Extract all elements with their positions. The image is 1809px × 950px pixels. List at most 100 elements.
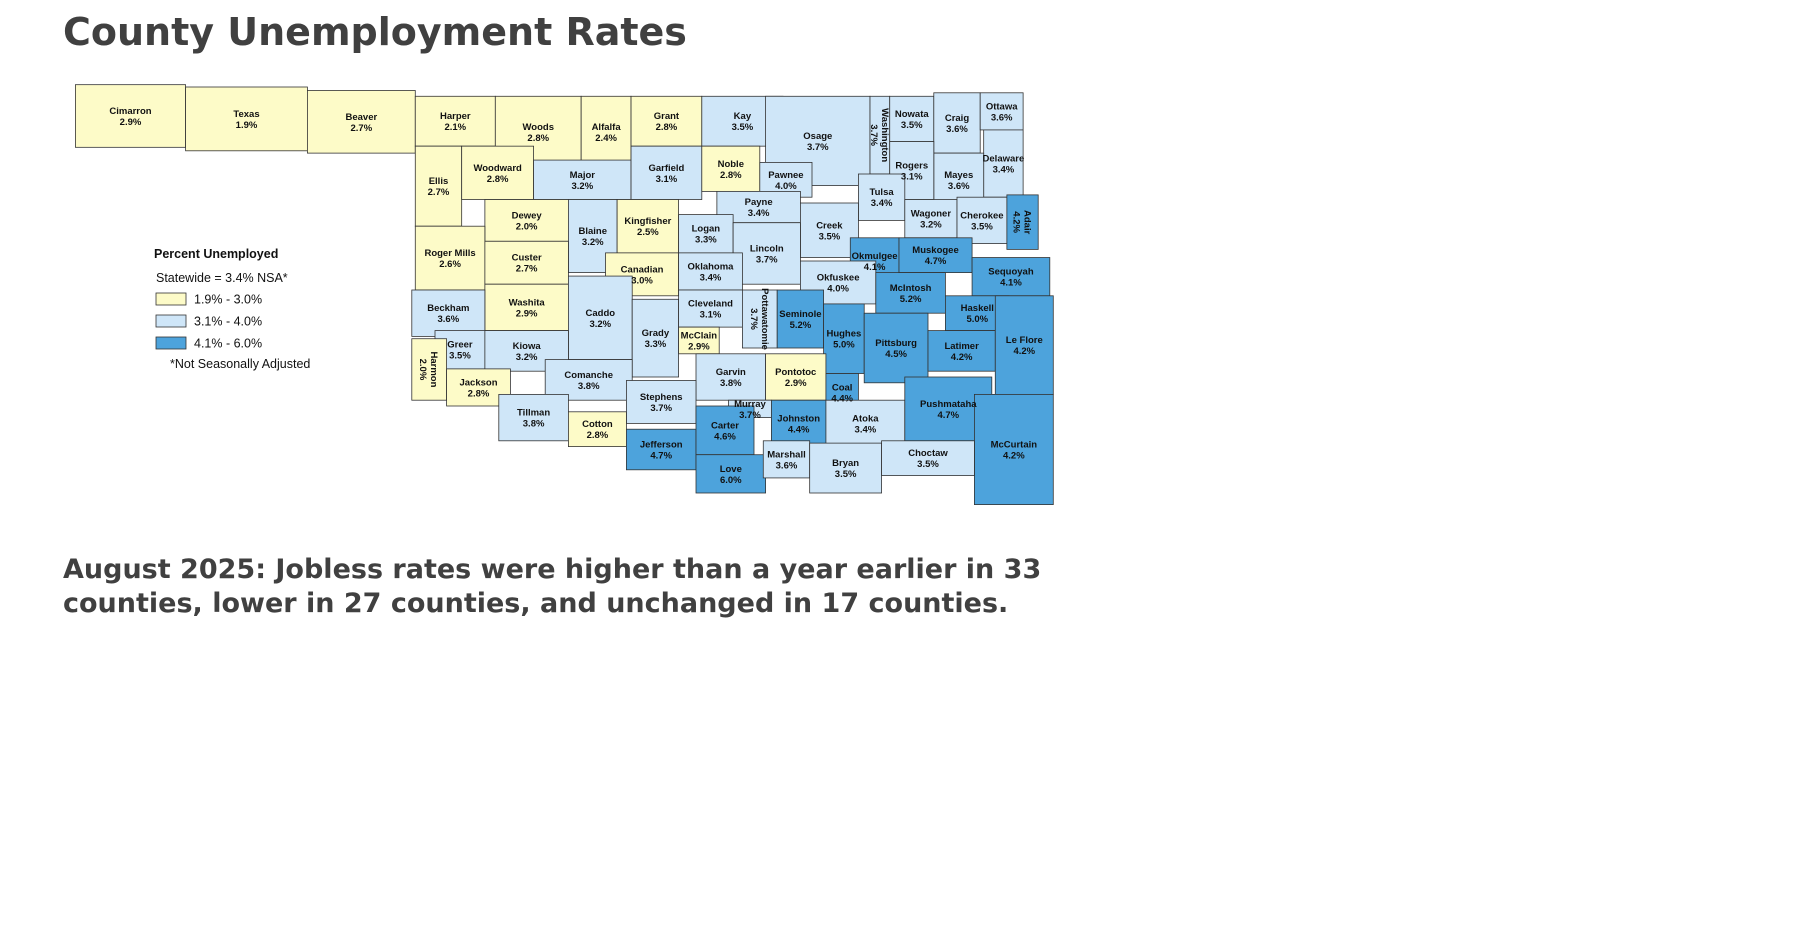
county <box>411 289 486 337</box>
county-rate: 3.7% <box>807 142 829 153</box>
county-rate: 3.4% <box>748 208 770 219</box>
county-rate: 2.9% <box>688 341 710 352</box>
county-rate: 2.7% <box>351 123 373 134</box>
county <box>776 289 825 349</box>
legend-swatch <box>155 314 187 328</box>
county-name: Seminole <box>779 309 821 320</box>
legend-statewide: Statewide = 3.4% NSA* <box>156 271 288 285</box>
county <box>678 289 743 328</box>
county-rate: 2.0% <box>417 359 428 381</box>
county-rate: 2.5% <box>637 227 659 238</box>
county-name: Pawnee <box>768 170 803 181</box>
county-rate: 3.7% <box>868 124 879 146</box>
county <box>678 252 743 291</box>
county-name: Grady <box>642 328 670 339</box>
county-rate: 3.6% <box>776 460 798 471</box>
county-name: Blaine <box>579 226 608 237</box>
county-name: Garvin <box>716 367 746 378</box>
county-rate: 3.2% <box>571 181 593 192</box>
legend: Percent Unemployed Statewide = 3.4% NSA* 1… <box>154 247 310 371</box>
legend-title: Percent Unemployed <box>154 247 278 261</box>
county-name: Oklahoma <box>688 261 735 272</box>
county-name: Cotton <box>582 419 613 430</box>
county-rate: 3.5% <box>732 122 754 133</box>
county <box>742 289 778 349</box>
legend-swatch <box>155 336 187 350</box>
county-rate: 2.9% <box>785 378 807 389</box>
county <box>875 272 946 314</box>
legend-label: 3.1% - 4.0% <box>194 315 262 329</box>
county-rate: 5.2% <box>790 320 812 331</box>
county <box>971 257 1051 297</box>
county-rate: 3.5% <box>917 459 939 470</box>
county <box>701 145 761 192</box>
county-name: Haskell <box>961 303 994 314</box>
county-name: Stephens <box>640 392 683 403</box>
caption-line: August 2025: Jobless rates were higher t… <box>63 554 1041 585</box>
county <box>762 440 811 479</box>
county-rate: 3.7% <box>650 403 672 414</box>
county <box>823 303 865 374</box>
county-rate: 3.5% <box>971 221 993 232</box>
county-rate: 2.0% <box>516 221 538 232</box>
county-rate: 3.8% <box>578 381 600 392</box>
county <box>461 145 534 200</box>
county-rate: 3.4% <box>871 198 893 209</box>
county <box>898 237 973 274</box>
county-name: Roger Mills <box>424 248 475 259</box>
county <box>75 84 186 148</box>
county-rate: 3.4% <box>993 165 1015 176</box>
county-rate: 2.9% <box>516 308 538 319</box>
county-rate: 3.3% <box>645 339 667 350</box>
county-rate: 2.8% <box>587 430 609 441</box>
county-name: Texas <box>233 109 259 120</box>
county-name: Murray <box>734 399 766 410</box>
county-rate: 5.0% <box>966 314 988 325</box>
county-rate: 5.0% <box>833 340 855 351</box>
county-rate: 3.2% <box>582 237 604 248</box>
caption-line: counties, lower in 27 counties, and unch… <box>63 588 1008 619</box>
county <box>889 95 935 142</box>
county-rate: 3.1% <box>700 310 722 321</box>
county-rate: 3.4% <box>855 424 877 435</box>
county <box>881 440 975 476</box>
county-name: Marshall <box>767 449 806 460</box>
county-rate: 4.2% <box>1011 211 1022 233</box>
county-name: Custer <box>512 253 542 264</box>
county-rate: 4.7% <box>937 410 959 421</box>
county-name: Jackson <box>459 377 497 388</box>
county-name: Beaver <box>345 112 377 123</box>
county-name: Logan <box>692 224 721 235</box>
county-rate: 4.0% <box>827 283 849 294</box>
county-name: Le Flore <box>1006 335 1043 346</box>
county-name: Sequoyah <box>988 267 1034 278</box>
county-name: Woodward <box>473 163 522 174</box>
legend-swatch <box>155 292 187 306</box>
county-name: Major <box>570 170 596 181</box>
county-name: Hughes <box>826 329 861 340</box>
county-name: Okmulgee <box>852 251 898 262</box>
county-name: Ottawa <box>986 101 1018 112</box>
county-labels: Cimarron2.9%Texas1.9%Beaver2.7%Harper2.1… <box>109 101 1043 485</box>
county-name: Garfield <box>648 163 684 174</box>
county-name: Bryan <box>832 458 859 469</box>
county-rate: 3.5% <box>819 231 841 242</box>
county-rate: 3.1% <box>656 174 678 185</box>
county-name: Washington <box>879 108 890 162</box>
county <box>568 411 627 447</box>
county-name: Woods <box>522 122 554 133</box>
county-rate: 1.9% <box>236 120 258 131</box>
county <box>306 90 416 154</box>
county-name: Adair <box>1022 210 1033 235</box>
county-name: Greer <box>447 340 473 351</box>
county-name: Nowata <box>895 109 930 120</box>
county <box>411 338 447 401</box>
county-rate: 2.8% <box>720 170 742 181</box>
county-name: Pushmataha <box>920 399 977 410</box>
county-rate: 4.6% <box>714 431 736 442</box>
county-rate: 4.2% <box>1003 451 1025 462</box>
